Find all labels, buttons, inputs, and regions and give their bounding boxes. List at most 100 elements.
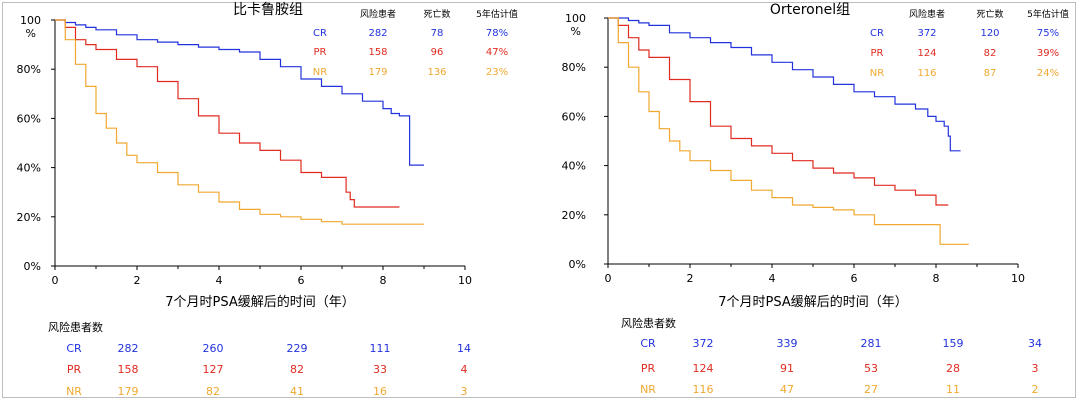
- legend-series-name: NR: [870, 68, 884, 79]
- risk-cell: 11: [946, 383, 960, 396]
- km-curve-cr: [608, 17, 961, 152]
- y-tick-label: 40%: [562, 160, 586, 173]
- risk-cell: 47: [780, 383, 794, 396]
- y-tick-label: 0%: [24, 260, 41, 273]
- risk-cell: 260: [203, 342, 224, 355]
- y-tick-label: 80%: [17, 63, 41, 76]
- risk-cell: 14: [457, 342, 471, 355]
- chart-title: Orteronel组: [770, 2, 850, 18]
- risk-cell: 281: [861, 337, 882, 350]
- risk-cell: 33: [373, 363, 387, 376]
- risk-row-name: NR: [66, 385, 82, 398]
- x-tick-label: 10: [1011, 272, 1025, 285]
- legend-deaths: 87: [984, 68, 997, 79]
- km-curve-pr: [55, 19, 400, 208]
- km-curve-cr: [55, 19, 424, 166]
- legend-5y-estimate: 75%: [1037, 28, 1059, 39]
- legend-series-name: PR: [314, 47, 327, 58]
- y-tick-label: 20%: [562, 209, 586, 222]
- legend-at-risk: 179: [368, 67, 387, 78]
- legend-deaths: 96: [431, 47, 444, 58]
- risk-row-name: CR: [66, 342, 82, 355]
- x-tick-label: 10: [458, 274, 472, 287]
- x-tick-label: 4: [769, 272, 776, 285]
- risk-cell: 282: [118, 342, 139, 355]
- y-tick-label: 40%: [17, 162, 41, 175]
- risk-cell: 372: [693, 337, 714, 350]
- legend-5y-estimate: 23%: [486, 67, 508, 78]
- legend-5y-estimate: 39%: [1037, 48, 1059, 59]
- y-tick-label: 20%: [17, 211, 41, 224]
- y-tick-label: 60%: [562, 110, 586, 123]
- y-tick-label: 0%: [569, 258, 586, 271]
- risk-cell: 4: [461, 363, 468, 376]
- x-axis-label: 7个月时PSA缓解后的时间（年）: [165, 294, 355, 310]
- legend-at-risk: 124: [917, 48, 936, 59]
- risk-cell: 82: [206, 385, 220, 398]
- legend-at-risk: 372: [917, 28, 936, 39]
- km-panel-1: 比卡鲁胺组 0% 20% 40% 60% 80% 100% 0 2 4 6 8 10 7个月时PSA缓解后…: [17, 2, 518, 398]
- km-curve-nr: [55, 19, 424, 225]
- risk-cell: 159: [943, 337, 964, 350]
- risk-cell: 158: [118, 363, 139, 376]
- legend-5y-estimate: 24%: [1037, 68, 1059, 79]
- legend-at-risk: 282: [368, 28, 387, 39]
- legend-at-risk: 116: [917, 68, 936, 79]
- risk-table-title: 风险患者数: [621, 316, 676, 330]
- risk-cell: 3: [1032, 362, 1039, 375]
- legend-deaths: 78: [431, 28, 444, 39]
- legend-deaths: 120: [980, 28, 999, 39]
- risk-cell: 34: [1028, 337, 1042, 350]
- risk-cell: 179: [118, 385, 139, 398]
- risk-cell: 82: [290, 363, 304, 376]
- x-tick-label: 2: [134, 274, 141, 287]
- legend-series-name: NR: [313, 67, 327, 78]
- y-unit-label: %: [26, 27, 36, 40]
- km-curve-pr: [608, 17, 949, 206]
- risk-row-name: CR: [640, 337, 656, 350]
- y-unit-label: %: [571, 25, 581, 38]
- x-tick-label: 6: [851, 272, 858, 285]
- legend-5y-estimate: 78%: [486, 28, 508, 39]
- risk-cell: 27: [864, 383, 878, 396]
- legend-header: 风险患者: [909, 8, 945, 20]
- legend-series-name: CR: [870, 28, 884, 39]
- risk-table-title: 风险患者数: [48, 320, 103, 334]
- km-curve-nr: [608, 17, 969, 245]
- legend-at-risk: 158: [368, 47, 387, 58]
- y-tick-label: 80%: [562, 61, 586, 74]
- legend-series-name: CR: [313, 28, 327, 39]
- risk-cell: 124: [693, 362, 714, 375]
- risk-cell: 53: [864, 362, 878, 375]
- x-tick-label: 2: [687, 272, 694, 285]
- legend-header: 死亡数: [423, 8, 450, 20]
- risk-cell: 28: [946, 362, 960, 375]
- legend-deaths: 82: [984, 48, 997, 59]
- risk-cell: 91: [780, 362, 794, 375]
- legend-header: 5年估计值: [476, 8, 518, 20]
- risk-cell: 116: [693, 383, 714, 396]
- y-tick-label: 100: [20, 14, 41, 27]
- risk-row-name: NR: [640, 383, 656, 396]
- km-panel-2: Orteronel组 0% 20% 40% 60% 80% 100% 0 2 4 6 8 10 7个月时P…: [562, 2, 1069, 396]
- legend-series-name: PR: [871, 48, 884, 59]
- risk-cell: 229: [287, 342, 308, 355]
- risk-cell: 16: [373, 385, 387, 398]
- legend-header: 5年估计值: [1027, 8, 1069, 20]
- risk-cell: 2: [1032, 383, 1039, 396]
- chart-title: 比卡鲁胺组: [233, 2, 303, 18]
- risk-cell: 339: [777, 337, 798, 350]
- x-tick-label: 4: [216, 274, 223, 287]
- legend-5y-estimate: 47%: [486, 47, 508, 58]
- risk-cell: 3: [461, 385, 468, 398]
- legend-deaths: 136: [427, 67, 446, 78]
- legend-header: 死亡数: [976, 8, 1003, 20]
- risk-cell: 111: [370, 342, 391, 355]
- x-tick-label: 0: [52, 274, 59, 287]
- x-tick-label: 8: [933, 272, 940, 285]
- y-tick-label: 60%: [17, 112, 41, 125]
- risk-cell: 127: [203, 363, 224, 376]
- risk-cell: 41: [290, 385, 304, 398]
- risk-row-name: PR: [641, 362, 656, 375]
